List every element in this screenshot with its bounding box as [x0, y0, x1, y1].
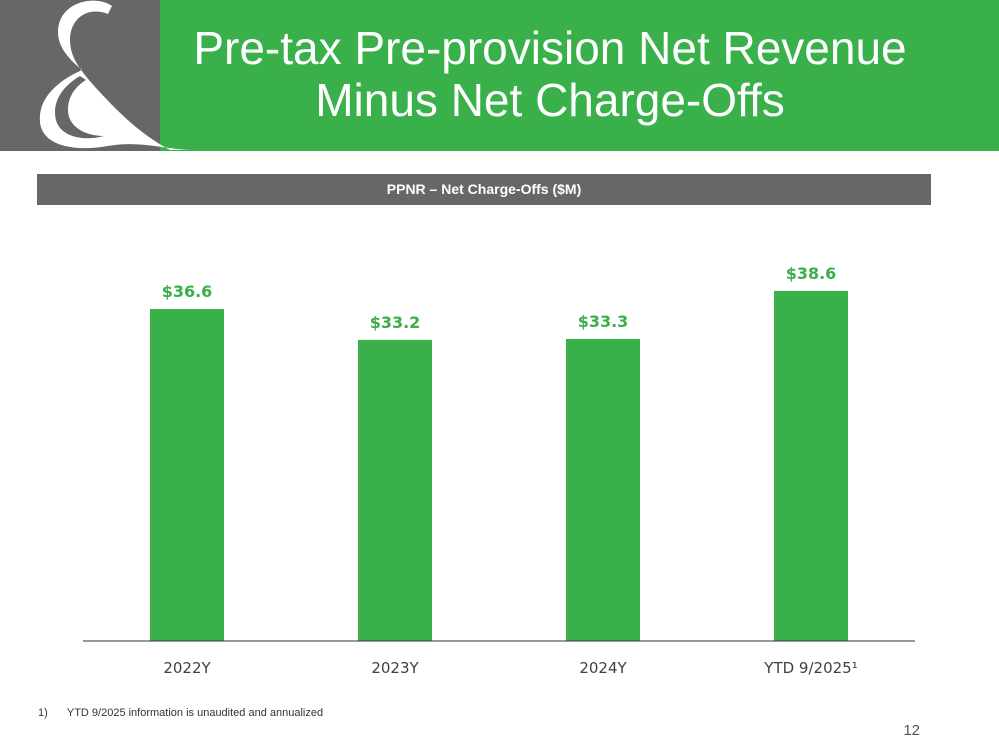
- x-tick-label-3: YTD 9/2025¹: [763, 659, 857, 677]
- bar-3: [774, 290, 848, 641]
- x-tick-label-0: 2022Y: [163, 659, 211, 677]
- header-bar: Pre-tax Pre-provision Net Revenue Minus …: [0, 0, 999, 151]
- page-number: 12: [903, 722, 920, 739]
- chart-title-band: PPNR – Net Charge-Offs ($M): [37, 174, 931, 205]
- data-label-1: $33.2: [370, 313, 421, 332]
- bar-1: [358, 339, 432, 641]
- title-line-1: Pre-tax Pre-provision Net Revenue: [193, 22, 907, 74]
- footnote: 1) YTD 9/2025 information is unaudited a…: [38, 707, 323, 719]
- title-line-2: Minus Net Charge-Offs: [315, 74, 785, 126]
- x-tick-label-1: 2023Y: [371, 659, 419, 677]
- data-label-3: $38.6: [786, 264, 837, 283]
- footnote-number: 1): [38, 707, 48, 719]
- slide-title: Pre-tax Pre-provision Net Revenue Minus …: [160, 22, 940, 126]
- data-label-0: $36.6: [162, 282, 213, 301]
- bar-chart: $36.6 2022Y $33.2 2023Y $33.3 2024Y $38.6 YTD 9…: [83, 264, 915, 677]
- ampersand-logo-icon: [39, 0, 193, 151]
- footnote-text: YTD 9/2025 information is unaudited and …: [66, 707, 324, 719]
- bar-2: [566, 338, 640, 641]
- bar-0: [150, 309, 224, 641]
- data-label-2: $33.3: [578, 312, 629, 331]
- x-tick-label-2: 2024Y: [579, 659, 627, 677]
